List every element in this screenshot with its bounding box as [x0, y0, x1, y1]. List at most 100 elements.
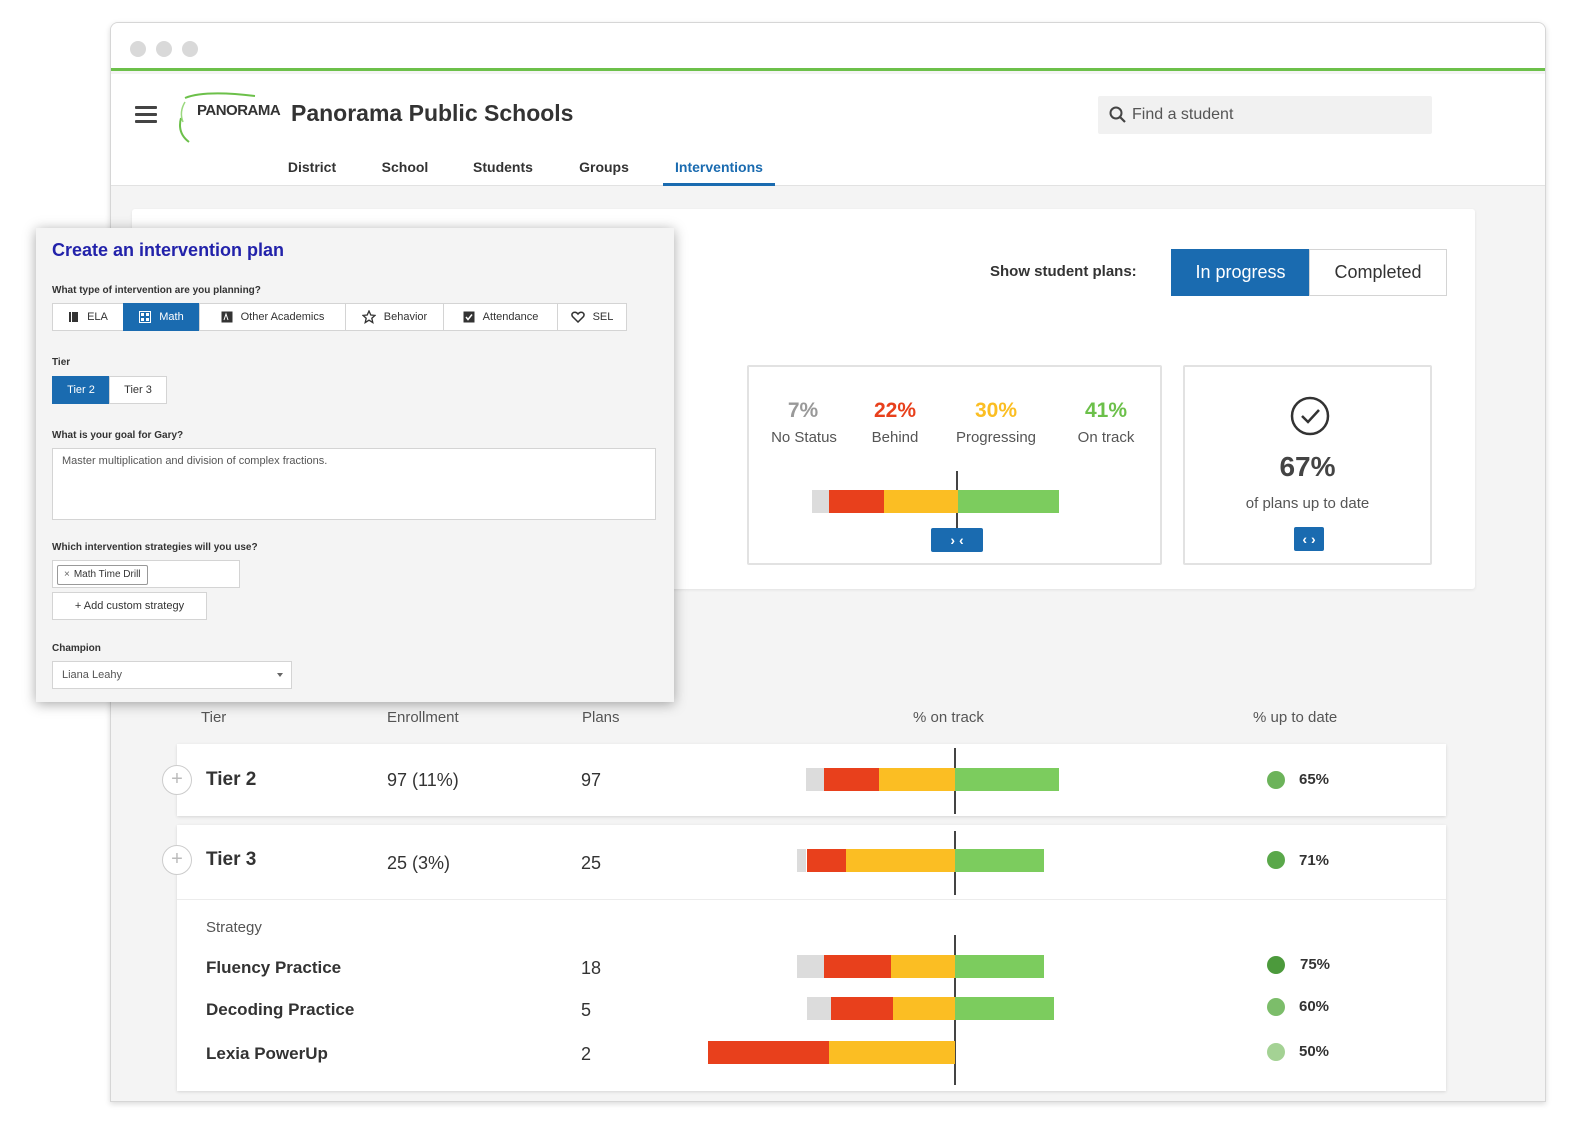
bar-segment-no-status — [806, 768, 824, 791]
strategy-name[interactable]: Decoding Practice — [206, 1000, 355, 1019]
check-circle-icon — [1290, 396, 1330, 436]
strategy-input[interactable]: × Math Time Drill — [52, 560, 240, 588]
bar-segment-on-track — [958, 490, 1060, 513]
behind-pct: 22% — [873, 399, 917, 422]
tier-enrollment: 97 (11%) — [387, 770, 459, 790]
hamburger-menu-icon[interactable] — [135, 106, 157, 124]
code-toggle-button[interactable]: ‹ › — [1294, 527, 1324, 551]
type-sel-button[interactable]: SEL — [557, 303, 627, 331]
strategy-name[interactable]: Fluency Practice — [206, 958, 342, 977]
champion-value: Liana Leahy — [62, 669, 122, 681]
no-status-pct: 7% — [787, 399, 819, 422]
in-progress-button[interactable]: In progress — [1171, 249, 1310, 296]
main-nav: District School Students Groups Interven… — [111, 156, 1545, 186]
bar-segment-behind — [707, 1041, 829, 1064]
strategies-label: Which intervention strategies will you u… — [52, 542, 258, 553]
goal-textarea[interactable]: Master multiplication and division of co… — [52, 448, 656, 520]
type-attendance-button[interactable]: Attendance — [443, 303, 558, 331]
up-to-date-value: 75% — [1300, 956, 1331, 973]
bar-segment-progressing — [879, 768, 955, 791]
completed-button[interactable]: Completed — [1309, 249, 1447, 296]
col-header-on-track: % on track — [913, 709, 984, 726]
strategy-plans: 5 — [581, 1000, 592, 1020]
bar-segment-no-status — [796, 955, 824, 978]
tier-name: Tier 3 — [206, 849, 257, 870]
bar-segment-behind — [806, 849, 847, 872]
champion-select[interactable]: Liana Leahy — [52, 661, 292, 689]
type-other-academics-button[interactable]: Other Academics — [199, 303, 346, 331]
tab-groups[interactable]: Groups — [579, 159, 629, 175]
table-row-tier-3[interactable]: Tier 3 25 (3%) 25 71% Strategy Fluency P… — [177, 825, 1446, 1091]
champion-label: Champion — [52, 643, 101, 654]
up-to-date-dot — [1267, 1043, 1285, 1061]
checkbox-icon — [463, 311, 475, 323]
type-label: ELA — [87, 311, 108, 324]
up-to-date-dot — [1267, 771, 1285, 789]
type-behavior-button[interactable]: Behavior — [345, 303, 444, 331]
expand-tier-3-button[interactable]: + — [162, 845, 192, 875]
remove-tag-icon[interactable]: × — [64, 569, 70, 580]
academics-icon — [221, 311, 233, 323]
search-icon — [1109, 106, 1126, 123]
bar-segment-no-status — [806, 997, 832, 1020]
col-header-enrollment: Enrollment — [387, 709, 459, 726]
tab-students[interactable]: Students — [473, 159, 533, 175]
row-divider — [177, 899, 1446, 900]
up-to-date-label: of plans up to date — [1245, 495, 1370, 512]
table-row-tier-2[interactable]: Tier 2 97 (11%) 97 65% — [177, 744, 1446, 816]
type-ela-button[interactable]: ELA — [52, 303, 124, 331]
search-input[interactable] — [1132, 96, 1422, 134]
bar-segment-on-track — [955, 768, 1059, 791]
up-to-date-dot — [1267, 851, 1285, 869]
bar-segment-no-status — [811, 490, 830, 513]
window-maximize-dot[interactable] — [182, 41, 198, 57]
type-label: Other Academics — [240, 311, 325, 324]
tier-name: Tier 2 — [206, 769, 257, 790]
up-to-date-value: 60% — [1299, 998, 1330, 1015]
col-header-up-to-date: % up to date — [1253, 709, 1338, 726]
chevron-down-icon — [277, 673, 283, 677]
type-math-button[interactable]: Math — [123, 303, 200, 331]
expand-collapse-toggle[interactable]: › ‹ — [931, 528, 983, 552]
tier-plans: 97 — [581, 770, 602, 790]
progressing-label: Progressing — [955, 429, 1037, 446]
strategy-tag: × Math Time Drill — [57, 565, 148, 585]
bar-segment-on-track — [955, 849, 1045, 872]
bar-segment-behind — [823, 768, 880, 791]
expand-tier-2-button[interactable]: + — [162, 765, 192, 795]
bar-segment-progressing — [883, 490, 958, 513]
bar-segment-no-status — [796, 849, 807, 872]
browser-window: PANORAMA Panorama Public Schools Distric… — [110, 22, 1546, 1102]
tab-district[interactable]: District — [287, 159, 337, 175]
student-search — [1098, 96, 1432, 134]
up-to-date-value: 71% — [1299, 852, 1330, 869]
strategy-plans: 2 — [581, 1044, 592, 1064]
behind-label: Behind — [871, 429, 919, 446]
strategy-tag-label: Math Time Drill — [73, 569, 141, 580]
strategy-name[interactable]: Lexia PowerUp — [206, 1044, 328, 1063]
goal-label: What is your goal for Gary? — [52, 430, 184, 441]
logo-swoosh-icon — [179, 92, 256, 143]
logo-text: PANORAMA — [197, 102, 281, 119]
col-header-plans: Plans — [582, 709, 620, 726]
up-to-date-box: 67% of plans up to date ‹ › — [1183, 365, 1432, 565]
page-title: Panorama Public Schools — [291, 100, 574, 126]
bar-segment-progressing — [890, 955, 955, 978]
window-minimize-dot[interactable] — [156, 41, 172, 57]
bar-segment-progressing — [846, 849, 955, 872]
bar-segment-behind — [829, 490, 884, 513]
tab-interventions[interactable]: Interventions — [663, 156, 775, 186]
add-custom-strategy-button[interactable]: + Add custom strategy — [52, 592, 207, 620]
col-header-tier: Tier — [201, 709, 227, 726]
panorama-logo[interactable]: PANORAMA — [175, 88, 281, 144]
up-to-date-value: 50% — [1299, 1043, 1330, 1060]
tier-2-button[interactable]: Tier 2 — [52, 376, 110, 404]
tier-3-button[interactable]: Tier 3 — [109, 376, 167, 404]
intervention-type-label: What type of intervention are you planni… — [52, 285, 261, 296]
window-close-dot[interactable] — [130, 41, 146, 57]
bar-segment-progressing — [828, 1041, 955, 1064]
tab-school[interactable]: School — [381, 159, 429, 175]
status-breakdown-box: 7% No Status 22% Behind 30% Progressing … — [747, 365, 1162, 565]
calculator-icon — [139, 311, 152, 324]
book-icon — [69, 312, 79, 323]
